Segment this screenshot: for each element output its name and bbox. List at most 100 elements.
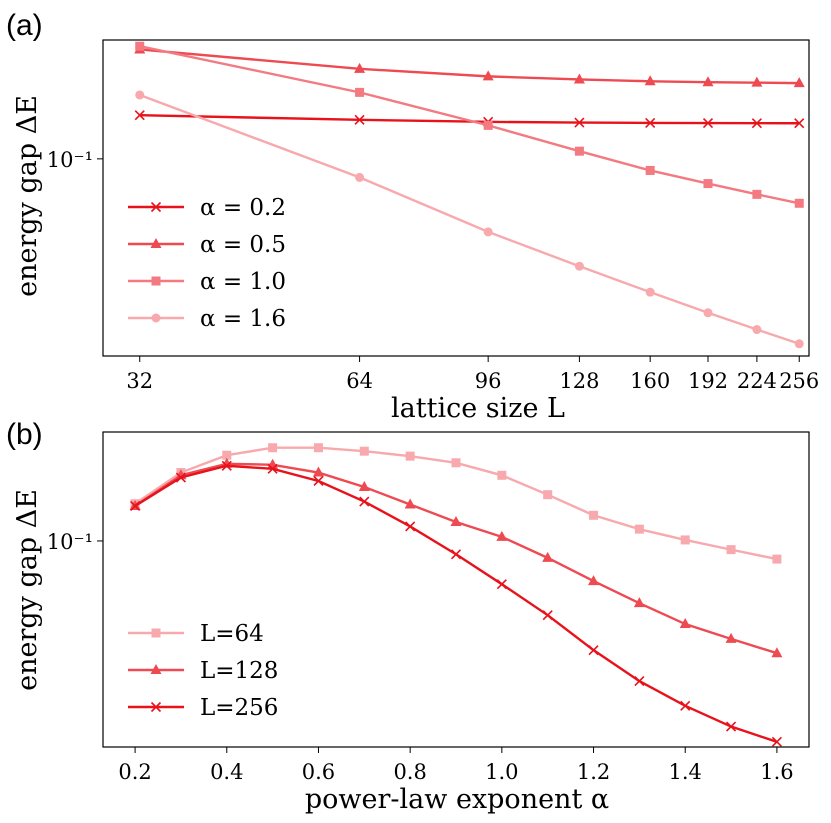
data-point <box>752 189 762 199</box>
legend-label: α = 0.5 <box>200 232 286 258</box>
legend-label: L=128 <box>200 658 278 684</box>
x-tick-label: 1.2 <box>577 760 610 784</box>
x-tick-label: 0.8 <box>393 760 426 784</box>
data-point <box>542 610 553 621</box>
data-point <box>751 76 763 87</box>
data-point <box>221 460 232 471</box>
data-point <box>725 721 737 732</box>
data-point <box>751 118 762 129</box>
panel-b-ticks: 0.2 0.4 0.6 0.8 1.0 1.2 1.4 1.6 10⁻¹ <box>47 530 794 784</box>
data-point <box>702 117 714 129</box>
data-point <box>496 530 508 541</box>
data-point <box>771 736 782 747</box>
data-point <box>574 146 584 156</box>
data-point <box>359 496 370 507</box>
legend-entry: L=128 <box>128 658 278 684</box>
series-0 <box>134 110 805 129</box>
data-point <box>574 261 584 271</box>
data-point <box>645 117 656 128</box>
data-point <box>175 472 187 483</box>
data-point <box>451 458 461 468</box>
data-point <box>588 645 599 656</box>
data-point <box>794 198 804 208</box>
panel-b-x-axis-label: power-law exponent α <box>305 784 609 815</box>
series-1 <box>134 43 805 88</box>
panel-a-axes-frame <box>102 39 810 357</box>
data-point <box>355 87 365 97</box>
data-point <box>725 632 737 643</box>
panel-b-series <box>129 443 783 747</box>
panel-a-label: (a) <box>6 9 43 42</box>
legend-entry: α = 0.5 <box>128 232 286 258</box>
data-point <box>573 73 585 84</box>
data-point <box>405 451 415 461</box>
data-point <box>589 510 599 520</box>
x-tick-label: 192 <box>688 369 728 393</box>
data-point <box>542 551 554 562</box>
panel-a-legend: α = 0.2 α = 0.5 α = 1.0 α = 1.6 <box>128 195 286 332</box>
legend-label: L=64 <box>200 621 264 647</box>
legend-marker <box>150 201 162 213</box>
data-point <box>680 700 691 711</box>
data-point <box>794 118 805 129</box>
panel-a-ticks: 32 64 96 128 160 192 224 256 10⁻¹ <box>47 148 820 393</box>
data-point <box>574 117 585 128</box>
data-point <box>680 535 690 545</box>
series-line <box>139 45 800 205</box>
legend-label: α = 0.2 <box>200 195 286 221</box>
legend-entry: α = 1.0 <box>128 269 286 295</box>
data-point <box>130 500 141 512</box>
data-point <box>679 618 691 629</box>
series-2 <box>130 460 782 747</box>
data-point <box>450 515 462 526</box>
x-tick-label: 96 <box>475 369 502 393</box>
x-tick-label: 1.4 <box>669 760 702 784</box>
series-2 <box>135 41 804 208</box>
data-point <box>355 172 365 182</box>
legend-entry: α = 1.6 <box>128 306 286 332</box>
legend-marker <box>151 628 161 638</box>
legend-marker <box>150 701 162 713</box>
x-tick-label: 256 <box>779 369 819 393</box>
data-point <box>634 524 644 534</box>
data-point <box>772 554 782 564</box>
legend-marker <box>150 664 162 674</box>
data-point <box>645 165 655 175</box>
panel-b: (b) 0.2 0.4 0.6 0.8 1.0 1.2 1.4 1.6 10⁻¹ L=64 L=1… <box>6 418 810 815</box>
data-point <box>359 446 369 456</box>
legend-label: L=256 <box>200 695 278 721</box>
data-point <box>312 466 324 477</box>
data-point <box>496 579 507 590</box>
data-point <box>703 179 713 189</box>
data-point <box>794 339 804 349</box>
data-point <box>313 443 323 453</box>
legend-marker <box>151 313 161 323</box>
data-point <box>482 70 494 81</box>
data-point <box>483 120 493 130</box>
x-tick-label: 32 <box>126 369 153 393</box>
data-point <box>313 475 324 487</box>
data-point <box>543 490 553 500</box>
x-tick-label: 224 <box>737 369 777 393</box>
data-point <box>793 77 805 88</box>
legend-entry: α = 0.2 <box>128 195 286 221</box>
x-tick-label: 0.2 <box>118 760 151 784</box>
panel-b-y-axis-label: energy gap ΔE <box>12 489 43 691</box>
y-tick-label: 10⁻¹ <box>47 530 93 554</box>
x-tick-label: 1.0 <box>485 760 518 784</box>
panel-a-x-axis-label: lattice size L <box>391 393 565 424</box>
data-point <box>450 549 462 560</box>
legend-entry: L=64 <box>128 621 264 647</box>
legend-label: α = 1.6 <box>200 306 286 332</box>
legend-marker <box>151 276 161 286</box>
x-tick-label: 64 <box>346 369 373 393</box>
data-point <box>752 325 762 335</box>
data-point <box>703 308 713 318</box>
legend-marker <box>150 238 162 248</box>
legend-label: α = 1.0 <box>200 269 286 295</box>
data-point <box>771 647 783 658</box>
panel-b-axes-frame <box>102 431 810 748</box>
data-point <box>726 545 736 555</box>
